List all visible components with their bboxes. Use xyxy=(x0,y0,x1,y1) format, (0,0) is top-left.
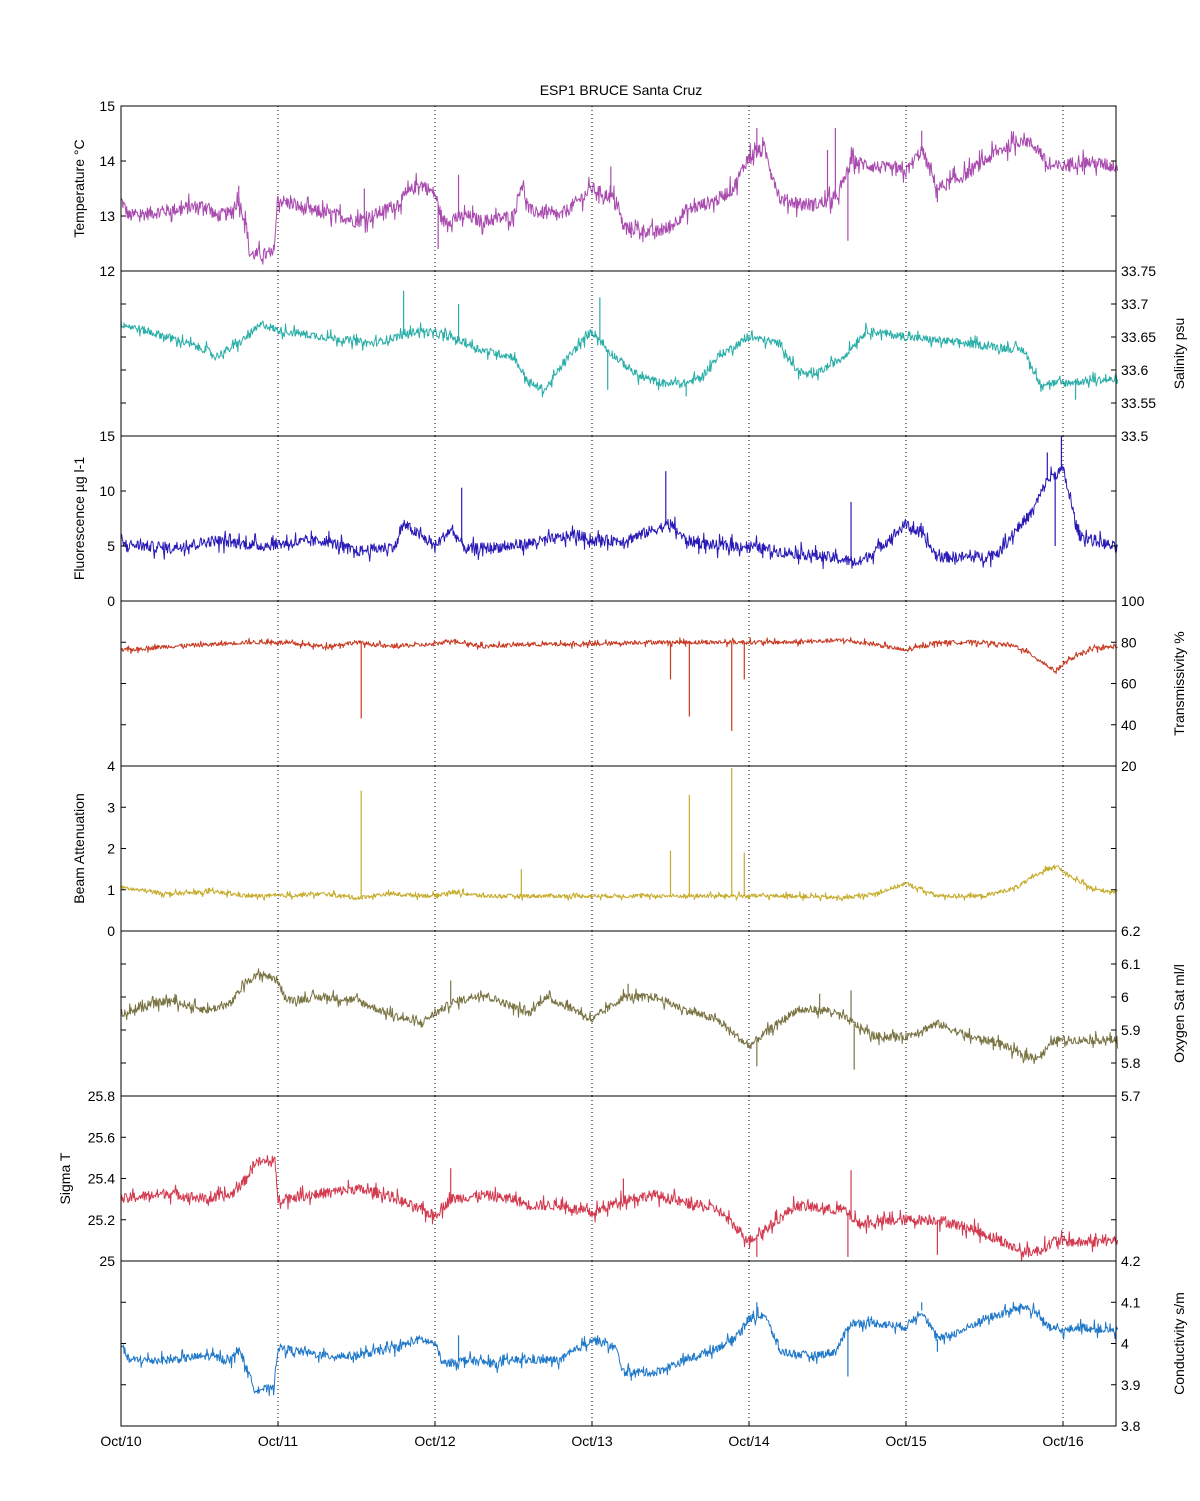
y-tick-label: 3.9 xyxy=(1121,1377,1141,1393)
y-tick-label: 33.5 xyxy=(1121,428,1148,444)
y-tick-label: 25.4 xyxy=(88,1171,115,1187)
panel-frame xyxy=(120,600,1117,767)
y-tick-label: 2 xyxy=(107,841,115,857)
series-line-fluorescence xyxy=(120,464,1119,570)
y-axis-label-conductivity: Conductivity s/m xyxy=(1171,1292,1187,1395)
y-tick-label: 3 xyxy=(107,799,115,815)
y-tick-label: 60 xyxy=(1121,676,1137,692)
y-tick-label: 5.9 xyxy=(1121,1022,1141,1038)
y-axis-label-oxygen_sat: Oxygen Sat ml/l xyxy=(1171,964,1187,1063)
y-tick-label: 4 xyxy=(1121,1336,1129,1352)
y-axis-label-salinity: Salinity psu xyxy=(1171,318,1187,390)
y-tick-label: 25.8 xyxy=(88,1088,115,1104)
panel-frame xyxy=(120,930,1117,1097)
x-tick-label: Oct/15 xyxy=(885,1433,926,1449)
y-axis-label-sigma_t: Sigma T xyxy=(57,1152,73,1204)
y-tick-label: 25.2 xyxy=(88,1212,115,1228)
y-tick-label: 33.6 xyxy=(1121,362,1148,378)
x-tick-label: Oct/13 xyxy=(571,1433,612,1449)
chart-title: ESP1 BRUCE Santa Cruz xyxy=(540,82,703,98)
panel-frame xyxy=(120,435,1117,602)
y-tick-label: 10 xyxy=(99,483,115,499)
panel-frame xyxy=(120,765,1117,932)
x-axis: Oct/10 Oct/11 Oct/12 Oct/13 Oct/14 Oct/15 Oct/… xyxy=(100,1421,1084,1449)
y-axis-label-temperature: Temperature °C xyxy=(71,139,87,237)
panel-frame xyxy=(120,1260,1117,1427)
panel-frame xyxy=(120,105,1117,272)
y-tick-label: 6.1 xyxy=(1121,956,1141,972)
y-tick-label: 5.8 xyxy=(1121,1055,1141,1071)
x-tick-label: Oct/11 xyxy=(258,1433,298,1449)
y-tick-label: 4.1 xyxy=(1121,1294,1141,1310)
y-tick-label: 33.65 xyxy=(1121,329,1156,345)
panel-sigma_t: 25 25.2 25.4 25.6 25.8 Sigma T xyxy=(57,1088,1119,1269)
y-tick-label: 4 xyxy=(107,758,115,774)
y-tick-label: 15 xyxy=(99,428,115,444)
panel-oxygen_sat: 5.7 5.8 5.9 6 6.1 6.2 Oxygen Sat ml/l xyxy=(120,923,1187,1104)
y-tick-label: 25 xyxy=(99,1253,115,1269)
y-tick-label: 25.6 xyxy=(88,1129,115,1145)
x-tick-label: Oct/14 xyxy=(728,1433,769,1449)
panel-frame xyxy=(120,270,1117,437)
y-tick-label: 100 xyxy=(1121,593,1145,609)
y-tick-label: 13 xyxy=(99,208,115,224)
x-tick-label: Oct/12 xyxy=(414,1433,455,1449)
y-tick-label: 3.8 xyxy=(1121,1418,1141,1434)
series-line-sigma_t xyxy=(120,1155,1119,1262)
y-tick-label: 4.2 xyxy=(1121,1253,1141,1269)
y-tick-label: 12 xyxy=(99,263,115,279)
y-tick-label: 14 xyxy=(99,153,115,169)
series-line-salinity xyxy=(120,320,1119,398)
y-tick-label: 5 xyxy=(107,538,115,554)
panel-temperature: 12 13 14 15 Temperature °C xyxy=(71,98,1119,279)
x-tick-label: Oct/16 xyxy=(1042,1433,1083,1449)
y-tick-label: 1 xyxy=(107,882,115,898)
series-line-temperature xyxy=(120,131,1119,265)
y-tick-label: 80 xyxy=(1121,634,1137,650)
y-tick-label: 15 xyxy=(99,98,115,114)
series-line-conductivity xyxy=(120,1301,1119,1397)
panel-fluorescence: 0 5 10 15 Fluorescence µg l-1 xyxy=(71,428,1119,609)
y-axis-label-beam_attenuation: Beam Attenuation xyxy=(71,793,87,904)
y-tick-label: 0 xyxy=(107,593,115,609)
series-line-oxygen_sat xyxy=(120,968,1119,1065)
panel-transmissivity: 20 40 60 80 100 Transmissivity % xyxy=(120,593,1187,774)
x-tick-label: Oct/10 xyxy=(100,1433,141,1449)
series-line-transmissivity xyxy=(120,637,1118,675)
y-tick-label: 33.7 xyxy=(1121,296,1148,312)
y-tick-label: 40 xyxy=(1121,717,1137,733)
series-line-beam_attenuation xyxy=(120,864,1118,902)
panel-beam_attenuation: 0 1 2 3 4 Beam Attenuation xyxy=(71,758,1118,939)
panel-salinity: 33.5 33.55 33.6 33.65 33.7 33.75 Salinity psu xyxy=(120,263,1187,444)
y-tick-label: 33.75 xyxy=(1121,263,1156,279)
y-tick-label: 6 xyxy=(1121,989,1129,1005)
y-tick-label: 33.55 xyxy=(1121,395,1156,411)
y-axis-label-fluorescence: Fluorescence µg l-1 xyxy=(71,457,87,580)
y-axis-label-transmissivity: Transmissivity % xyxy=(1171,631,1187,736)
y-tick-label: 6.2 xyxy=(1121,923,1141,939)
panel-conductivity: 3.8 3.9 4 4.1 4.2 Conductivity s/m xyxy=(120,1253,1187,1434)
y-tick-label: 20 xyxy=(1121,758,1137,774)
y-tick-label: 5.7 xyxy=(1121,1088,1141,1104)
y-tick-label: 0 xyxy=(107,923,115,939)
